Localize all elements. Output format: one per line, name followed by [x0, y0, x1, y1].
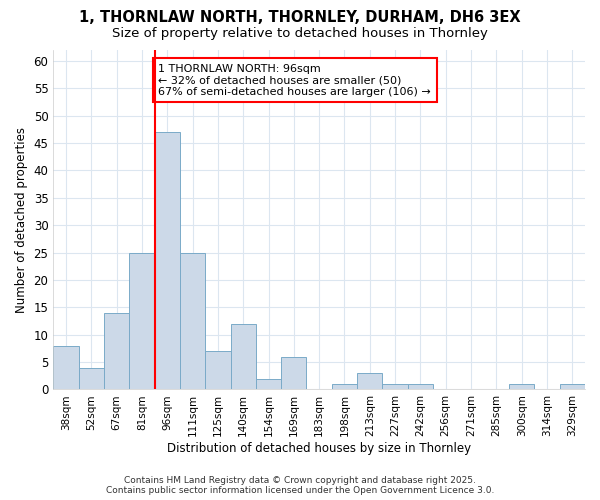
Bar — [205, 351, 230, 390]
Text: 1, THORNLAW NORTH, THORNLEY, DURHAM, DH6 3EX: 1, THORNLAW NORTH, THORNLEY, DURHAM, DH6… — [79, 10, 521, 25]
Bar — [382, 384, 408, 390]
Bar — [180, 252, 205, 390]
Bar — [53, 346, 79, 390]
Bar — [332, 384, 357, 390]
Bar — [104, 313, 129, 390]
Text: Contains HM Land Registry data © Crown copyright and database right 2025.
Contai: Contains HM Land Registry data © Crown c… — [106, 476, 494, 495]
Bar — [79, 368, 104, 390]
Bar — [155, 132, 180, 390]
Bar — [256, 378, 281, 390]
Bar — [560, 384, 585, 390]
Bar — [408, 384, 433, 390]
Y-axis label: Number of detached properties: Number of detached properties — [15, 126, 28, 312]
Bar — [509, 384, 535, 390]
Bar — [281, 356, 307, 390]
Bar — [129, 252, 155, 390]
Bar — [230, 324, 256, 390]
Text: 1 THORNLAW NORTH: 96sqm
← 32% of detached houses are smaller (50)
67% of semi-de: 1 THORNLAW NORTH: 96sqm ← 32% of detache… — [158, 64, 431, 97]
Bar — [357, 373, 382, 390]
Text: Size of property relative to detached houses in Thornley: Size of property relative to detached ho… — [112, 28, 488, 40]
X-axis label: Distribution of detached houses by size in Thornley: Distribution of detached houses by size … — [167, 442, 471, 455]
